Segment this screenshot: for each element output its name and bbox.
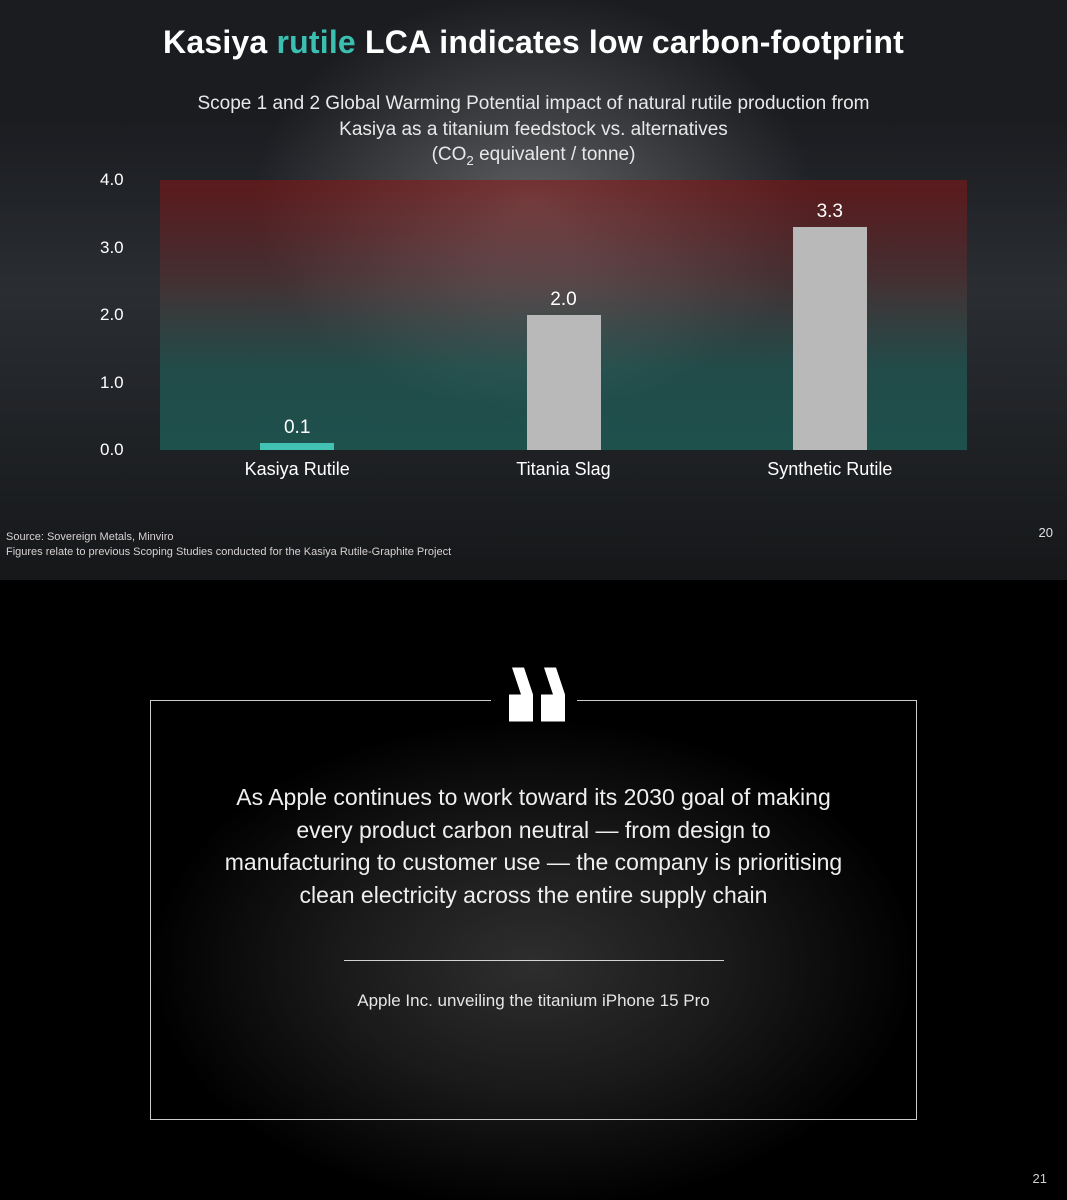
bar-chart: 0.01.02.03.04.00.1Kasiya Rutile2.0Titani… [100,180,967,480]
y-tick-label: 1.0 [100,373,124,393]
y-tick-label: 2.0 [100,305,124,325]
bar-value-label: 2.0 [550,289,576,311]
bar: 3.3 [793,227,867,450]
bar: 0.1 [260,443,334,450]
category-label: Synthetic Rutile [767,459,892,480]
footnote-line: Figures relate to previous Scoping Studi… [6,545,451,560]
title-text-post: LCA indicates low carbon-footprint [356,24,904,60]
y-tick-label: 3.0 [100,238,124,258]
quote-mark-icon [491,667,577,722]
title-accent-word: rutile [277,24,356,60]
page-number: 20 [1039,525,1053,540]
y-tick-label: 0.0 [100,440,124,460]
slide-20: Kasiya rutile LCA indicates low carbon-f… [0,0,1067,580]
title-text-pre: Kasiya [163,24,276,60]
subtitle-line: Scope 1 and 2 Global Warming Potential i… [0,91,1067,117]
subtitle-line: (CO2 equivalent / tonne) [0,142,1067,170]
quote-attribution: Apple Inc. unveiling the titanium iPhone… [221,991,846,1011]
category-label: Kasiya Rutile [245,459,350,480]
footnote: Source: Sovereign Metals, Minviro Figure… [6,530,451,560]
page-number: 21 [1033,1171,1047,1186]
quote-divider [344,960,724,961]
bar-value-label: 3.3 [817,201,843,223]
bar: 2.0 [527,315,601,450]
subtitle-line: Kasiya as a titanium feedstock vs. alter… [0,117,1067,143]
footnote-line: Source: Sovereign Metals, Minviro [6,530,451,545]
quote-box: As Apple continues to work toward its 20… [150,700,917,1120]
slide-title: Kasiya rutile LCA indicates low carbon-f… [0,0,1067,61]
slide-21: As Apple continues to work toward its 20… [0,580,1067,1200]
y-tick-label: 4.0 [100,170,124,190]
chart-subtitle: Scope 1 and 2 Global Warming Potential i… [0,91,1067,170]
category-label: Titania Slag [516,459,610,480]
bar-value-label: 0.1 [284,417,310,439]
quote-text: As Apple continues to work toward its 20… [221,781,846,912]
